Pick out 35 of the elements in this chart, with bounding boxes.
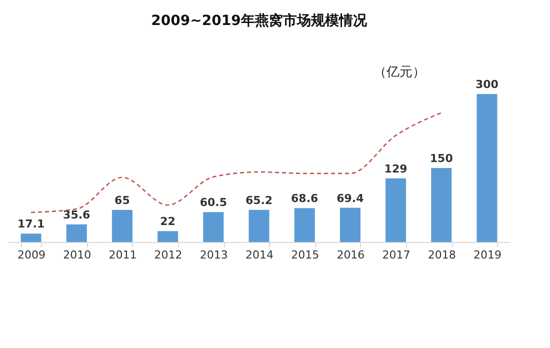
x-tick-label: 2011	[108, 248, 137, 262]
bar	[340, 208, 360, 242]
x-tick-label: 2015	[291, 248, 320, 262]
x-tick-label: 2014	[246, 248, 274, 262]
data-label: 65	[114, 194, 130, 207]
x-tick-label: 2019	[473, 248, 502, 262]
data-label: 68.6	[291, 192, 319, 206]
x-tick-label: 2013	[200, 248, 228, 262]
data-label: 300	[475, 78, 499, 91]
bar	[66, 224, 87, 242]
bar	[203, 212, 224, 242]
x-tick-label: 2010	[63, 248, 92, 262]
x-tick-label: 2012	[154, 248, 182, 262]
data-label: 35.6	[63, 208, 91, 222]
x-tick-label: 2009	[18, 248, 46, 262]
data-label: 65.2	[245, 194, 273, 207]
x-tick-label: 2016	[336, 248, 365, 262]
x-tick-label: 2018	[428, 248, 456, 262]
text: （亿元）	[374, 65, 426, 80]
data-label: 60.5	[200, 196, 227, 210]
bar	[248, 210, 270, 242]
bar	[431, 168, 452, 242]
data-label: 17.1	[17, 218, 45, 231]
x-tick-label: 2017	[382, 248, 410, 262]
bar	[386, 178, 406, 242]
bar	[294, 208, 315, 242]
bar	[158, 231, 178, 242]
chart-title: 2009~2019年燕窝市场规模情况	[151, 12, 368, 29]
bar	[476, 94, 498, 242]
data-label: 129	[384, 162, 408, 176]
data-label: 22	[160, 215, 176, 228]
data-label: 150	[430, 152, 454, 165]
bar	[112, 210, 132, 242]
bar	[20, 234, 42, 242]
data-label: 69.4	[336, 192, 364, 205]
